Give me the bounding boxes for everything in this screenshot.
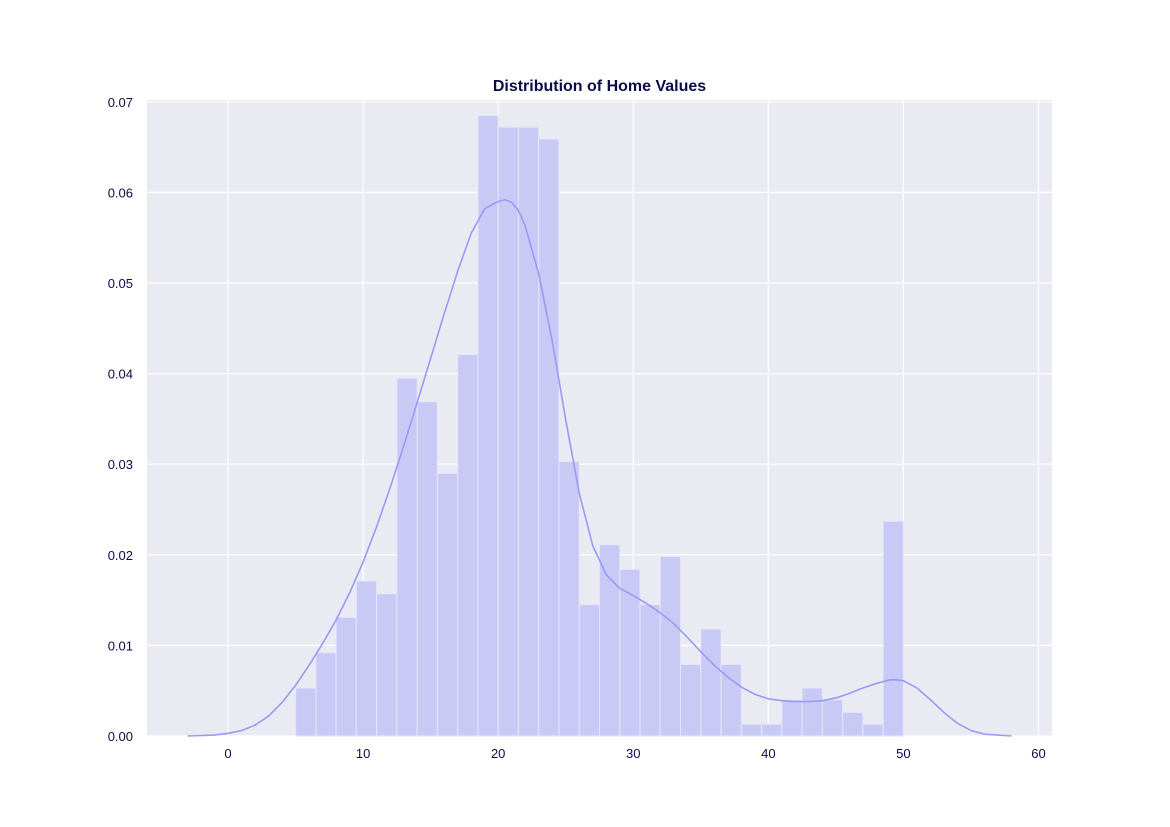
histogram-bar — [396, 377, 418, 737]
histogram-bar — [882, 520, 904, 737]
histogram-bar — [295, 687, 317, 737]
histogram-bar — [639, 604, 661, 737]
y-tick-label: 0.01 — [108, 638, 133, 653]
histogram-bar — [680, 663, 702, 737]
x-tick-label: 0 — [224, 746, 231, 761]
histogram-bar — [335, 616, 357, 737]
x-tick-label: 30 — [626, 746, 640, 761]
histogram-bar — [862, 723, 884, 737]
histogram-bar — [821, 699, 844, 737]
y-tick-label: 0.06 — [108, 185, 133, 200]
histogram-bar — [700, 628, 722, 737]
histogram-bar — [659, 556, 682, 737]
histogram-bar — [578, 604, 601, 737]
histogram-bar — [740, 723, 763, 737]
histogram-bar — [355, 580, 378, 737]
histogram-bar — [801, 687, 823, 737]
histogram-bar — [761, 723, 783, 737]
histogram-bar — [436, 472, 459, 737]
histogram-bar — [720, 663, 742, 737]
y-tick-label: 0.04 — [108, 367, 133, 382]
y-tick-label: 0.02 — [108, 548, 133, 563]
x-tick-label: 60 — [1031, 746, 1045, 761]
histogram-bar — [497, 126, 519, 737]
y-tick-label: 0.00 — [108, 729, 133, 744]
histogram-bar — [599, 544, 621, 737]
histogram-bar — [477, 114, 499, 737]
kde-curve — [187, 198, 1012, 737]
histogram-bar — [315, 652, 337, 737]
histogram-bar — [558, 460, 580, 737]
y-tick-label: 0.07 — [108, 95, 133, 110]
x-axis-ticks: 0 10 20 30 40 50 60 — [224, 746, 1045, 761]
y-axis-ticks: 0.00 0.01 0.02 0.03 0.04 0.05 0.06 0.07 — [108, 95, 133, 744]
y-tick-label: 0.05 — [108, 276, 133, 291]
chart-title: Distribution of Home Values — [493, 78, 706, 95]
y-tick-label: 0.03 — [108, 457, 133, 472]
x-tick-label: 10 — [356, 746, 370, 761]
histogram-bar — [457, 354, 479, 737]
histogram-bar — [538, 138, 560, 737]
x-tick-label: 20 — [491, 746, 505, 761]
histogram-bar — [416, 401, 438, 737]
x-tick-label: 50 — [896, 746, 910, 761]
histogram-bar — [376, 593, 398, 737]
x-tick-label: 40 — [761, 746, 775, 761]
histogram-bar — [781, 699, 803, 737]
histogram-bars — [295, 114, 904, 737]
histogram-bar — [842, 711, 864, 737]
